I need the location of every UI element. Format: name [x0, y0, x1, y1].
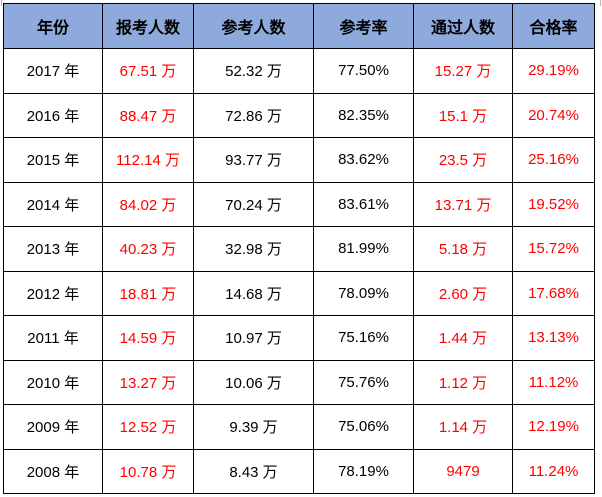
- column-header-year: 年份: [3, 3, 103, 49]
- cell-pass-rate: 12.19%: [512, 404, 595, 450]
- cell-pass-rate: 13.13%: [512, 315, 595, 361]
- table-row: 2015 年 112.14 万 93.77 万 83.62% 23.5 万 25…: [3, 137, 595, 183]
- cell-year: 2009 年: [3, 404, 103, 450]
- exam-statistics-table: 年份 报考人数 参考人数 参考率 通过人数 合格率 2017 年 67.51 万…: [3, 3, 595, 494]
- cell-applicants: 84.02 万: [102, 181, 194, 227]
- cell-attendance-rate: 77.50%: [313, 48, 414, 94]
- table-row: 2010 年 13.27 万 10.06 万 75.76% 1.12 万 11.…: [3, 359, 595, 405]
- cell-year: 2015 年: [3, 137, 103, 183]
- cell-pass-rate: 25.16%: [512, 137, 595, 183]
- cell-applicants: 13.27 万: [102, 359, 194, 405]
- cell-applicants: 67.51 万: [102, 48, 194, 94]
- column-header-attendance-rate: 参考率: [313, 3, 414, 49]
- table-row: 2008 年 10.78 万 8.43 万 78.19% 9479 11.24%: [3, 448, 595, 494]
- cell-attendance-rate: 75.76%: [313, 359, 414, 405]
- cell-attendance-rate: 83.61%: [313, 181, 414, 227]
- crop-tick-left: [1, 0, 2, 6]
- cell-examinees: 10.97 万: [193, 315, 314, 361]
- cell-examinees: 52.32 万: [193, 48, 314, 94]
- cell-examinees: 70.24 万: [193, 181, 314, 227]
- cell-passed: 2.60 万: [413, 270, 513, 316]
- cell-applicants: 112.14 万: [102, 137, 194, 183]
- cell-attendance-rate: 81.99%: [313, 226, 414, 272]
- cell-year: 2016 年: [3, 92, 103, 138]
- cell-year: 2012 年: [3, 270, 103, 316]
- cell-pass-rate: 15.72%: [512, 226, 595, 272]
- cell-examinees: 10.06 万: [193, 359, 314, 405]
- cell-pass-rate: 20.74%: [512, 92, 595, 138]
- cell-examinees: 72.86 万: [193, 92, 314, 138]
- table-row: 2011 年 14.59 万 10.97 万 75.16% 1.44 万 13.…: [3, 315, 595, 361]
- table-row: 2009 年 12.52 万 9.39 万 75.06% 1.14 万 12.1…: [3, 404, 595, 450]
- cell-applicants: 10.78 万: [102, 448, 194, 494]
- column-header-passed: 通过人数: [413, 3, 513, 49]
- cell-passed: 1.12 万: [413, 359, 513, 405]
- column-header-pass-rate: 合格率: [512, 3, 595, 49]
- cell-applicants: 40.23 万: [102, 226, 194, 272]
- cell-examinees: 32.98 万: [193, 226, 314, 272]
- cell-passed: 5.18 万: [413, 226, 513, 272]
- cell-examinees: 8.43 万: [193, 448, 314, 494]
- column-header-examinees: 参考人数: [193, 3, 314, 49]
- cell-attendance-rate: 82.35%: [313, 92, 414, 138]
- table-row: 2017 年 67.51 万 52.32 万 77.50% 15.27 万 29…: [3, 48, 595, 94]
- cell-examinees: 9.39 万: [193, 404, 314, 450]
- crop-tick-right: [600, 0, 601, 6]
- cell-passed: 1.14 万: [413, 404, 513, 450]
- cell-pass-rate: 29.19%: [512, 48, 595, 94]
- cell-pass-rate: 11.24%: [512, 448, 595, 494]
- cell-year: 2011 年: [3, 315, 103, 361]
- cell-passed: 15.1 万: [413, 92, 513, 138]
- table-row: 2014 年 84.02 万 70.24 万 83.61% 13.71 万 19…: [3, 181, 595, 227]
- cell-year: 2010 年: [3, 359, 103, 405]
- table-row: 2012 年 18.81 万 14.68 万 78.09% 2.60 万 17.…: [3, 270, 595, 316]
- cell-applicants: 18.81 万: [102, 270, 194, 316]
- cell-applicants: 12.52 万: [102, 404, 194, 450]
- table-row: 2013 年 40.23 万 32.98 万 81.99% 5.18 万 15.…: [3, 226, 595, 272]
- cell-attendance-rate: 78.19%: [313, 448, 414, 494]
- cell-passed: 1.44 万: [413, 315, 513, 361]
- cell-applicants: 88.47 万: [102, 92, 194, 138]
- cell-passed: 23.5 万: [413, 137, 513, 183]
- column-header-applicants: 报考人数: [102, 3, 194, 49]
- cell-attendance-rate: 75.16%: [313, 315, 414, 361]
- cell-attendance-rate: 78.09%: [313, 270, 414, 316]
- cell-passed: 13.71 万: [413, 181, 513, 227]
- cell-pass-rate: 11.12%: [512, 359, 595, 405]
- table-row: 2016 年 88.47 万 72.86 万 82.35% 15.1 万 20.…: [3, 92, 595, 138]
- cell-pass-rate: 19.52%: [512, 181, 595, 227]
- cell-attendance-rate: 75.06%: [313, 404, 414, 450]
- cell-year: 2008 年: [3, 448, 103, 494]
- cell-passed: 9479: [413, 448, 513, 494]
- cell-year: 2017 年: [3, 48, 103, 94]
- cell-pass-rate: 17.68%: [512, 270, 595, 316]
- cell-examinees: 93.77 万: [193, 137, 314, 183]
- cell-passed: 15.27 万: [413, 48, 513, 94]
- header-row: 年份 报考人数 参考人数 参考率 通过人数 合格率: [3, 3, 595, 49]
- cell-examinees: 14.68 万: [193, 270, 314, 316]
- cell-year: 2014 年: [3, 181, 103, 227]
- cell-applicants: 14.59 万: [102, 315, 194, 361]
- cell-year: 2013 年: [3, 226, 103, 272]
- cell-attendance-rate: 83.62%: [313, 137, 414, 183]
